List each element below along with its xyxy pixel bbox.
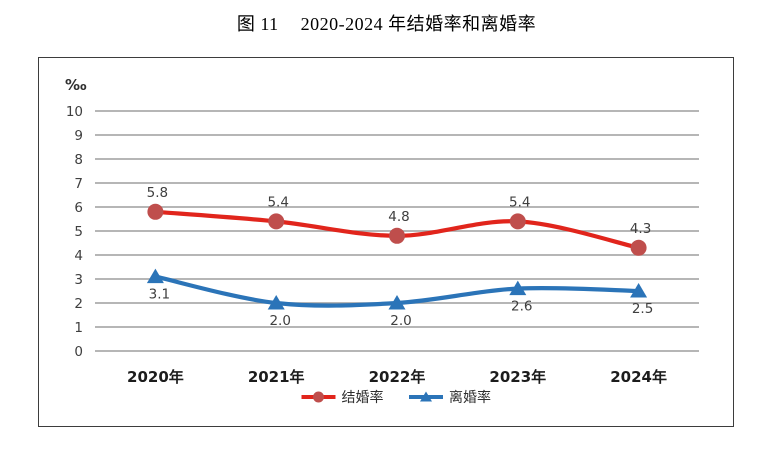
series-marker-0 — [509, 213, 526, 230]
data-label: 2.0 — [269, 313, 290, 329]
y-tick-label: 6 — [74, 200, 83, 216]
x-axis-label: 2022年 — [369, 368, 426, 386]
figure-number-label: 图 11 — [236, 14, 279, 34]
x-axis-label: 2024年 — [610, 368, 667, 386]
series-marker-0 — [389, 227, 405, 244]
series-marker-1 — [509, 280, 527, 296]
legend-marker-0 — [313, 391, 324, 403]
y-tick-label: 8 — [74, 152, 83, 168]
legend-label-0: 结婚率 — [342, 389, 384, 406]
data-label: 5.4 — [509, 194, 530, 210]
figure-title: 图 11 2020-2024 年结婚率和离婚率 — [0, 10, 773, 36]
y-tick-label: 10 — [66, 104, 83, 120]
legend-marker-1 — [420, 391, 432, 402]
data-label: 5.4 — [267, 194, 288, 210]
series-marker-1 — [388, 295, 406, 310]
series-marker-0 — [147, 203, 164, 220]
y-tick-label: 1 — [74, 320, 83, 336]
data-label: 4.8 — [388, 209, 409, 225]
data-label: 2.5 — [632, 301, 653, 317]
series-marker-0 — [268, 213, 285, 230]
data-label: 5.8 — [147, 185, 168, 201]
x-axis-label: 2020年 — [127, 368, 184, 386]
data-label: 3.1 — [149, 287, 170, 303]
y-tick-label: 3 — [74, 272, 83, 288]
y-tick-label: 2 — [74, 296, 83, 312]
line-chart-svg: ‰ 0 1 2 3 4 5 6 7 8 9 10 5.8 5.4 4.8 5.4 4.3 3.1 2.0 2.0 2.6… — [65, 76, 699, 406]
y-tick-label: 5 — [74, 224, 83, 240]
series-marker-1 — [146, 268, 164, 284]
series-marker-0 — [630, 239, 647, 256]
data-label: 2.6 — [511, 299, 532, 315]
data-label: 2.0 — [390, 313, 411, 329]
y-tick-label: 4 — [74, 248, 83, 264]
series-marker-1 — [630, 283, 648, 298]
y-tick-label: 7 — [74, 176, 83, 192]
y-tick-label: 9 — [74, 128, 83, 144]
figure-caption: 2020-2024 年结婚率和离婚率 — [300, 14, 537, 34]
y-tick-label: 0 — [74, 344, 83, 360]
x-axis-label: 2021年 — [248, 368, 305, 386]
y-axis-unit-label: ‰ — [65, 76, 87, 94]
chart-container: ‰ 0 1 2 3 4 5 6 7 8 9 10 5.8 5.4 4.8 5.4 4.3 3.1 2.0 2.0 2.6… — [38, 57, 734, 427]
series-marker-1 — [267, 295, 285, 310]
x-axis-label: 2023年 — [489, 368, 546, 386]
legend-label-1: 离婚率 — [449, 389, 491, 406]
data-label: 4.3 — [630, 221, 651, 237]
